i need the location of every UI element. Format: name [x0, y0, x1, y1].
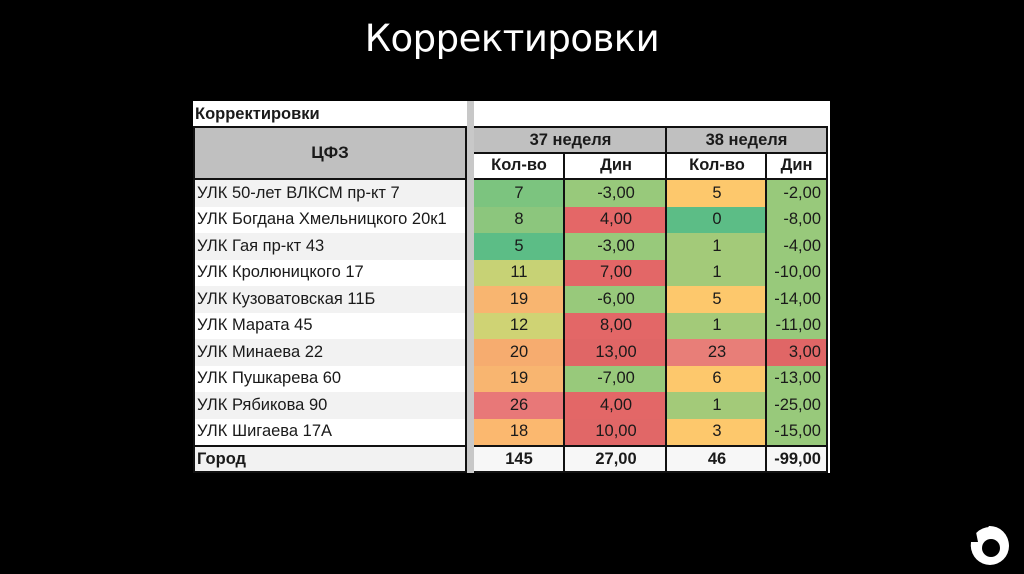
cell-w38-qty: 5	[665, 286, 767, 315]
cell-w38-qty: 23	[665, 339, 767, 368]
cell-w38-dyn: -2,00	[765, 180, 828, 209]
cell-w38-qty: 5	[665, 180, 767, 209]
row-name: УЛК Минаева 22	[193, 339, 467, 368]
row-name: УЛК Пушкарева 60	[193, 365, 467, 394]
cell-w38-qty: 1	[665, 312, 767, 341]
column-separator	[467, 101, 474, 473]
cell-w37-dyn: -7,00	[563, 365, 667, 394]
cell-w37-qty: 5	[474, 233, 564, 262]
cell-w37-dyn: -3,00	[563, 180, 667, 209]
row-name: УЛК Богдана Хмельницкого 20к1	[193, 206, 467, 235]
cell-w38-qty: 1	[665, 233, 767, 262]
w37-qty-header: Кол-во	[474, 152, 564, 180]
cell-w37-dyn: 4,00	[563, 392, 667, 421]
cell-w37-qty: 19	[474, 365, 564, 394]
cell-w38-dyn: -11,00	[765, 312, 828, 341]
cell-w37-qty: 19	[474, 286, 564, 315]
cell-w38-dyn: -10,00	[765, 259, 828, 288]
cell-w37-qty: 11	[474, 259, 564, 288]
cell-w37-dyn: 10,00	[563, 418, 667, 447]
cell-w37-dyn: -6,00	[563, 286, 667, 315]
cell-w37-dyn: 8,00	[563, 312, 667, 341]
cell-w37-qty: 20	[474, 339, 564, 368]
slide-title: Корректировки	[364, 17, 660, 60]
table-caption: Корректировки	[195, 104, 320, 123]
cell-w38-dyn: 3,00	[765, 339, 828, 368]
cell-w38-dyn: -25,00	[765, 392, 828, 421]
cell-w38-qty: 6	[665, 365, 767, 394]
row-name: УЛК Марата 45	[193, 312, 467, 341]
row-header-label: ЦФЗ	[193, 126, 467, 180]
total-w38-qty: 46	[665, 445, 767, 473]
cell-w38-qty: 1	[665, 392, 767, 421]
week-38-header: 38 неделя	[665, 126, 828, 154]
cell-w37-dyn: -3,00	[563, 233, 667, 262]
week-37-header: 37 неделя	[474, 126, 667, 154]
cell-w37-dyn: 7,00	[563, 259, 667, 288]
cell-w37-qty: 12	[474, 312, 564, 341]
cell-w38-qty: 1	[665, 259, 767, 288]
cell-w37-dyn: 4,00	[563, 206, 667, 235]
cell-w38-dyn: -8,00	[765, 206, 828, 235]
total-row-name: Город	[193, 445, 467, 473]
w37-dyn-header: Дин	[563, 152, 667, 180]
total-w37-qty: 145	[474, 445, 564, 473]
cell-w38-dyn: -13,00	[765, 365, 828, 394]
row-name: УЛК Кузоватовская 11Б	[193, 286, 467, 315]
row-name: УЛК Кролюницкого 17	[193, 259, 467, 288]
cell-w37-dyn: 13,00	[563, 339, 667, 368]
total-w38-dyn: -99,00	[765, 445, 828, 473]
cell-w37-qty: 18	[474, 418, 564, 447]
ring-logo-icon	[969, 525, 1009, 565]
row-name: УЛК 50-лет ВЛКСМ пр-кт 7	[193, 180, 467, 209]
row-name: УЛК Рябикова 90	[193, 392, 467, 421]
w38-dyn-header: Дин	[765, 152, 828, 180]
cell-w38-qty: 3	[665, 418, 767, 447]
corrections-table: Корректировки ЦФЗ 37 неделя 38 неделя Ко…	[193, 101, 830, 473]
cell-w37-qty: 8	[474, 206, 564, 235]
cell-w37-qty: 7	[474, 180, 564, 209]
cell-w38-dyn: -14,00	[765, 286, 828, 315]
total-w37-dyn: 27,00	[563, 445, 667, 473]
cell-w38-qty: 0	[665, 206, 767, 235]
cell-w37-qty: 26	[474, 392, 564, 421]
cell-w38-dyn: -4,00	[765, 233, 828, 262]
cell-w38-dyn: -15,00	[765, 418, 828, 447]
row-name: УЛК Гая пр-кт 43	[193, 233, 467, 262]
row-name: УЛК Шигаева 17А	[193, 418, 467, 447]
w38-qty-header: Кол-во	[665, 152, 767, 180]
